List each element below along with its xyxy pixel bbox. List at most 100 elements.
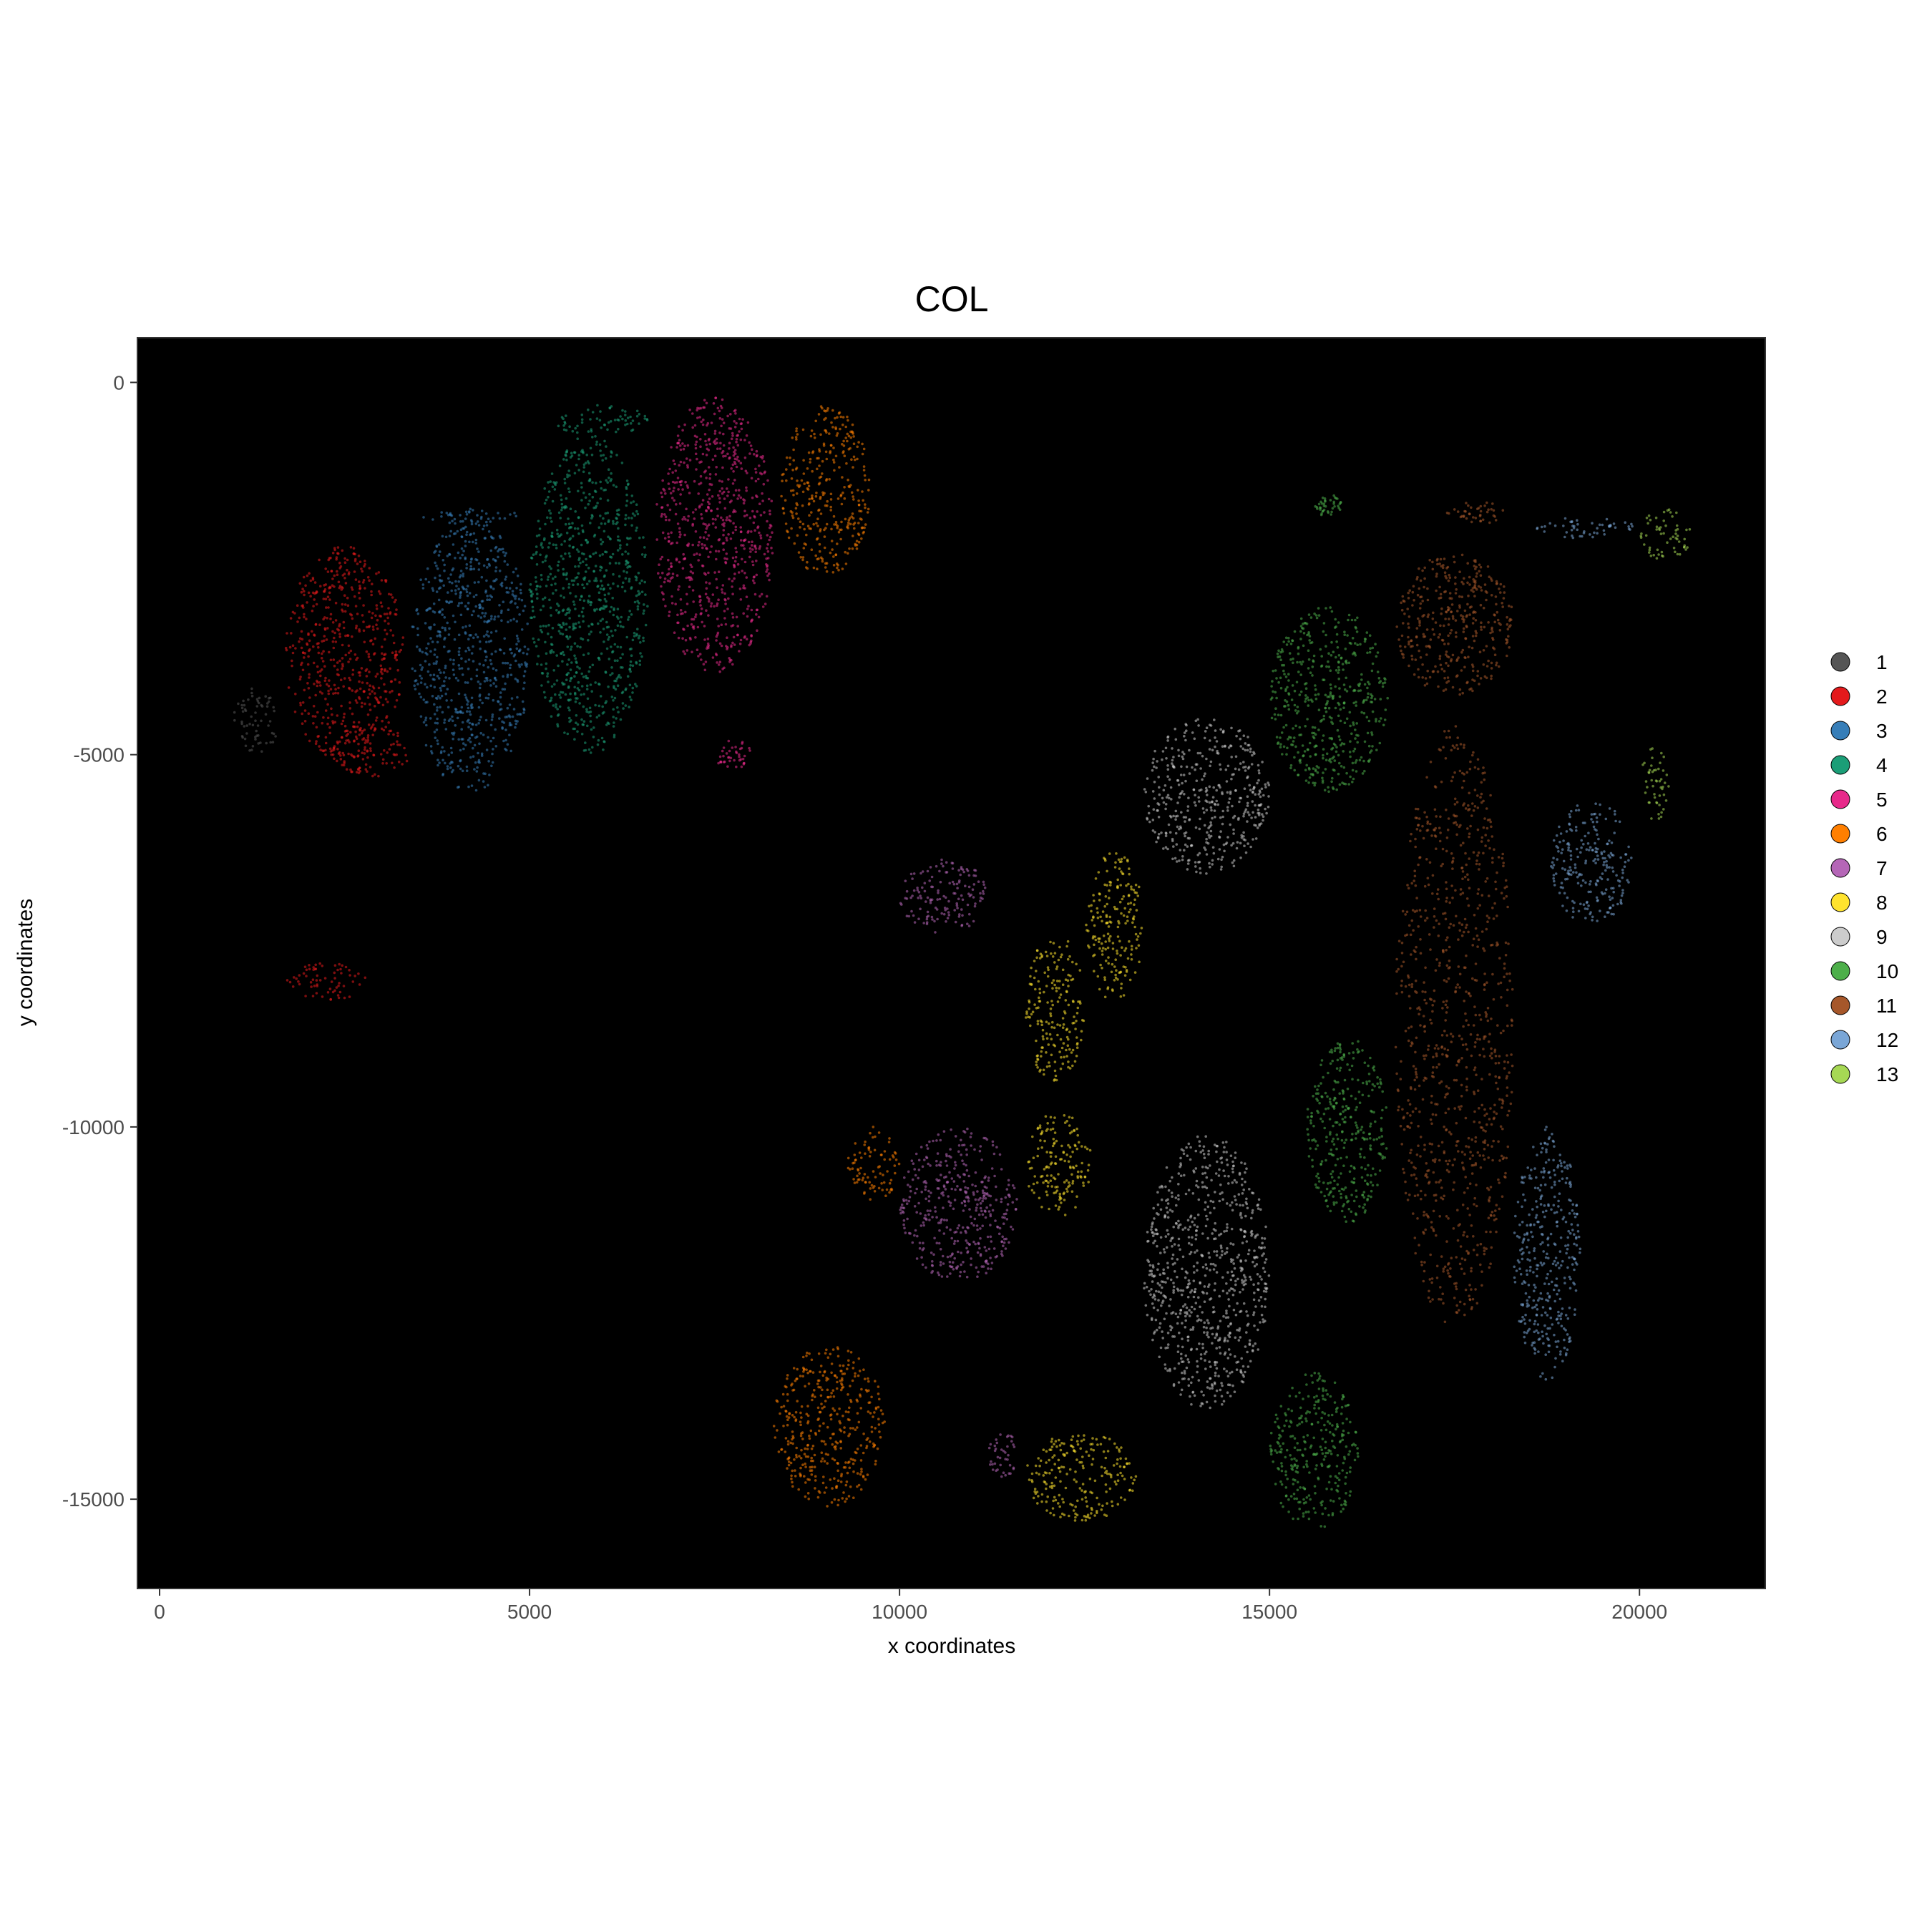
data-point [711, 593, 715, 596]
data-point [1011, 1228, 1015, 1231]
data-point [698, 407, 701, 410]
data-point [329, 556, 332, 560]
data-point [718, 660, 722, 663]
data-point [395, 608, 398, 611]
data-point [522, 651, 525, 655]
data-point [694, 452, 698, 456]
data-point [1030, 1189, 1034, 1192]
data-point [603, 522, 607, 525]
data-point [725, 518, 728, 522]
data-point [691, 618, 693, 621]
data-point [748, 441, 751, 444]
cluster-2-region-3 [286, 962, 367, 1001]
data-point [819, 1394, 823, 1397]
data-point [667, 472, 670, 475]
data-point [594, 435, 597, 438]
data-point [959, 1270, 962, 1274]
data-point [1013, 1186, 1016, 1190]
data-point [439, 671, 442, 674]
data-point [364, 976, 367, 980]
data-point [354, 730, 357, 733]
data-point [714, 518, 717, 521]
data-point [801, 1438, 804, 1440]
data-point [721, 588, 723, 591]
data-point [717, 625, 720, 628]
data-point [433, 653, 436, 656]
data-point [1038, 1070, 1041, 1073]
data-point [443, 718, 447, 721]
data-point [867, 507, 870, 511]
data-point [922, 922, 925, 924]
data-point [1083, 1146, 1087, 1148]
data-point [600, 606, 603, 610]
data-point [288, 645, 292, 649]
data-point [699, 474, 703, 478]
data-point [296, 604, 299, 607]
data-point [1030, 966, 1033, 970]
data-point [343, 561, 347, 564]
data-point [809, 457, 812, 461]
data-point [1062, 1042, 1065, 1045]
data-point [574, 700, 577, 703]
data-point [313, 985, 316, 987]
data-point [478, 606, 481, 610]
data-point [818, 476, 821, 479]
data-point [786, 1440, 790, 1443]
data-point [331, 749, 334, 752]
data-point [432, 602, 436, 605]
data-point [865, 1438, 868, 1441]
chart-title: COL [915, 279, 989, 319]
data-point [444, 627, 447, 630]
data-point [441, 746, 444, 749]
data-point [391, 689, 394, 693]
data-point [497, 700, 499, 703]
data-point [859, 1459, 863, 1462]
data-point [561, 660, 564, 663]
data-point [831, 1348, 835, 1351]
data-point [906, 1217, 909, 1221]
data-point [799, 556, 802, 559]
data-point [682, 447, 686, 451]
data-point [801, 1355, 805, 1359]
data-point [1061, 1017, 1065, 1020]
data-point [434, 662, 438, 665]
data-point [819, 1425, 821, 1428]
data-point [1054, 1155, 1058, 1158]
data-point [693, 479, 696, 483]
data-point [591, 663, 595, 667]
data-point [646, 605, 649, 608]
data-point [826, 499, 829, 503]
data-point [685, 576, 688, 580]
data-point [612, 716, 615, 718]
data-point [703, 399, 706, 402]
data-point [489, 723, 493, 727]
data-points [233, 396, 1692, 1528]
data-point [761, 492, 763, 495]
data-point [619, 544, 622, 547]
data-point [567, 487, 570, 490]
data-point [929, 901, 932, 904]
data-point [414, 669, 416, 673]
data-point [843, 486, 846, 489]
data-point [782, 1405, 786, 1407]
data-point [506, 675, 509, 678]
data-point [520, 628, 524, 631]
data-point [965, 1275, 969, 1279]
data-point [637, 572, 640, 575]
data-point [416, 633, 419, 637]
data-point [696, 625, 700, 629]
data-point [631, 664, 635, 668]
data-point [1009, 1472, 1012, 1475]
data-point [436, 758, 439, 761]
data-point [635, 509, 638, 513]
data-point [674, 512, 678, 516]
data-point [713, 432, 717, 435]
data-point [1058, 1192, 1062, 1196]
data-point [826, 1356, 830, 1359]
data-point [921, 886, 924, 889]
data-point [837, 1498, 840, 1502]
data-point [358, 560, 362, 563]
data-point [808, 1434, 811, 1438]
data-point [718, 447, 722, 450]
data-point [587, 567, 590, 570]
